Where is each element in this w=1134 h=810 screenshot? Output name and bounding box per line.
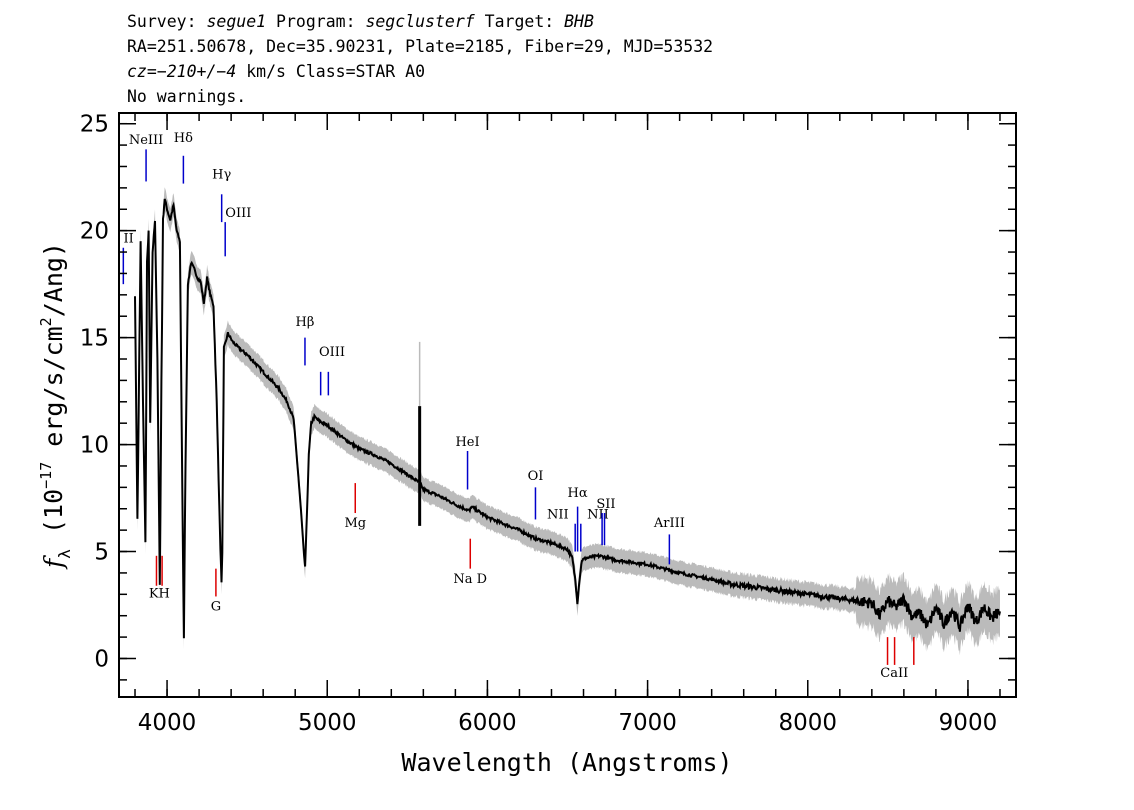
emission-line-label: Hβ [296,315,315,330]
absorption-line-label: KH [149,587,170,602]
emission-line-label: ArIII [653,516,685,531]
y-axis-title: fλ (10−17 erg/s/cm2/Ang) [37,242,74,570]
y-axis-square: 2 [37,317,55,326]
program-label: Program: [266,12,366,31]
absorption-line-label: G [211,600,221,615]
y-tick-label: 5 [94,540,109,566]
emission-line-label: NII [587,508,609,523]
cz-value: −210+/−4 [156,62,237,81]
header-line-3: cz=−210+/−4 km/s Class=STAR A0 [127,60,425,83]
absorption-line-label: CaII [880,666,908,681]
x-tick-label: 8000 [778,710,837,736]
emission-line-label: NeIII [129,133,163,148]
y-tick-label: 20 [80,219,109,245]
header-line-4: No warnings. [127,87,247,106]
program-value: segclusterf [365,12,475,31]
absorption-line-label: Mg [344,516,366,531]
emission-line-label: Hδ [174,131,193,146]
emission-line-label: HeI [455,435,479,450]
error-band-layer [135,187,1000,656]
class-text: km/s Class=STAR A0 [236,62,426,81]
axes-layer: 4000 5000 6000 7000 8000 9000 0 5 10 15 20 25 [80,112,1017,736]
emission-line-label: NII [547,508,569,523]
survey-value: segue1 [206,12,267,31]
y-tick-label: 15 [80,326,109,352]
x-axis-title: Wavelength (Angstroms) [401,748,732,777]
emission-line-label: Hγ [212,167,231,182]
target-label: Target: [474,12,565,31]
flux-layer [134,198,1001,639]
emission-line-label: Hα [568,486,588,501]
y-axis-exponent: −17 [37,462,55,489]
x-tick-label: 5000 [298,710,357,736]
y-axis-units-rest: erg/s/cm [39,326,68,461]
emission-line-label: OI [528,469,544,484]
y-tick-label: 0 [94,646,109,672]
emission-line-label: II [123,232,133,247]
emission-line-label: OIII [319,345,345,360]
flux-line [134,198,1001,639]
y-tick-label: 10 [80,433,109,459]
y-axis-symbol: f [39,555,68,570]
emission-line-label: SII [596,497,615,512]
x-tick-label: 7000 [618,710,677,736]
cz-label: cz= [127,62,157,81]
x-tick-label: 9000 [939,710,998,736]
plot-frame [118,112,1017,698]
header-line-2: RA=251.50678, Dec=35.90231, Plate=2185, … [127,37,714,56]
survey-label: Survey: [127,12,207,31]
error-band [135,187,1000,656]
y-axis-units-end: /Ang) [39,242,68,317]
y-tick-label: 25 [80,112,109,138]
y-axis-subscript: λ [55,549,74,559]
emission-line-label: OIII [225,206,251,221]
x-tick-label: 4000 [138,710,197,736]
target-value: BHB [564,12,594,31]
x-tick-label: 6000 [458,710,517,736]
absorption-line-label: Na D [453,572,487,587]
y-axis-units: (10 [39,489,68,549]
header-line-1: Survey: segue1 Program: segclusterf Targ… [127,10,594,33]
spectral-lines-layer: NeIII HδHγOIIIIIHβOIIIHeIOINIIHαNIISIIArI… [122,131,915,681]
